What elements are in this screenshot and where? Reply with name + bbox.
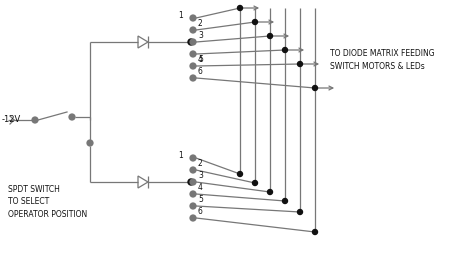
Circle shape: [32, 117, 38, 123]
Circle shape: [312, 230, 318, 235]
Circle shape: [190, 167, 196, 173]
Circle shape: [190, 155, 196, 161]
Circle shape: [190, 51, 196, 57]
Text: 2: 2: [198, 158, 203, 167]
Text: -12V: -12V: [2, 116, 21, 124]
Circle shape: [298, 210, 302, 215]
Text: 4: 4: [198, 56, 203, 64]
Circle shape: [267, 190, 273, 195]
Text: TO DIODE MATRIX FEEDING
SWITCH MOTORS & LEDs: TO DIODE MATRIX FEEDING SWITCH MOTORS & …: [330, 49, 435, 71]
Circle shape: [190, 15, 196, 21]
Circle shape: [253, 181, 257, 185]
Circle shape: [190, 191, 196, 197]
Text: 6: 6: [198, 67, 203, 76]
Circle shape: [190, 203, 196, 209]
Circle shape: [190, 27, 196, 33]
Text: 5: 5: [198, 196, 203, 204]
Circle shape: [283, 47, 288, 53]
Circle shape: [190, 75, 196, 81]
Circle shape: [237, 172, 243, 176]
Circle shape: [190, 63, 196, 69]
Circle shape: [312, 85, 318, 90]
Circle shape: [283, 198, 288, 204]
Text: 3: 3: [198, 32, 203, 41]
Circle shape: [253, 19, 257, 24]
Circle shape: [69, 114, 75, 120]
Circle shape: [87, 140, 93, 146]
Text: 5: 5: [198, 56, 203, 64]
Circle shape: [298, 61, 302, 67]
Text: 1: 1: [178, 152, 183, 161]
Circle shape: [188, 39, 194, 45]
Circle shape: [190, 179, 196, 185]
Text: SPDT SWITCH
TO SELECT
OPERATOR POSITION: SPDT SWITCH TO SELECT OPERATOR POSITION: [8, 185, 87, 219]
Text: 1: 1: [178, 12, 183, 21]
Text: 2: 2: [198, 19, 203, 27]
Circle shape: [190, 215, 196, 221]
Text: 3: 3: [198, 172, 203, 181]
Circle shape: [190, 39, 196, 45]
Text: 6: 6: [198, 207, 203, 216]
Circle shape: [267, 33, 273, 39]
Circle shape: [237, 5, 243, 10]
Text: 4: 4: [198, 184, 203, 193]
Circle shape: [188, 179, 194, 185]
